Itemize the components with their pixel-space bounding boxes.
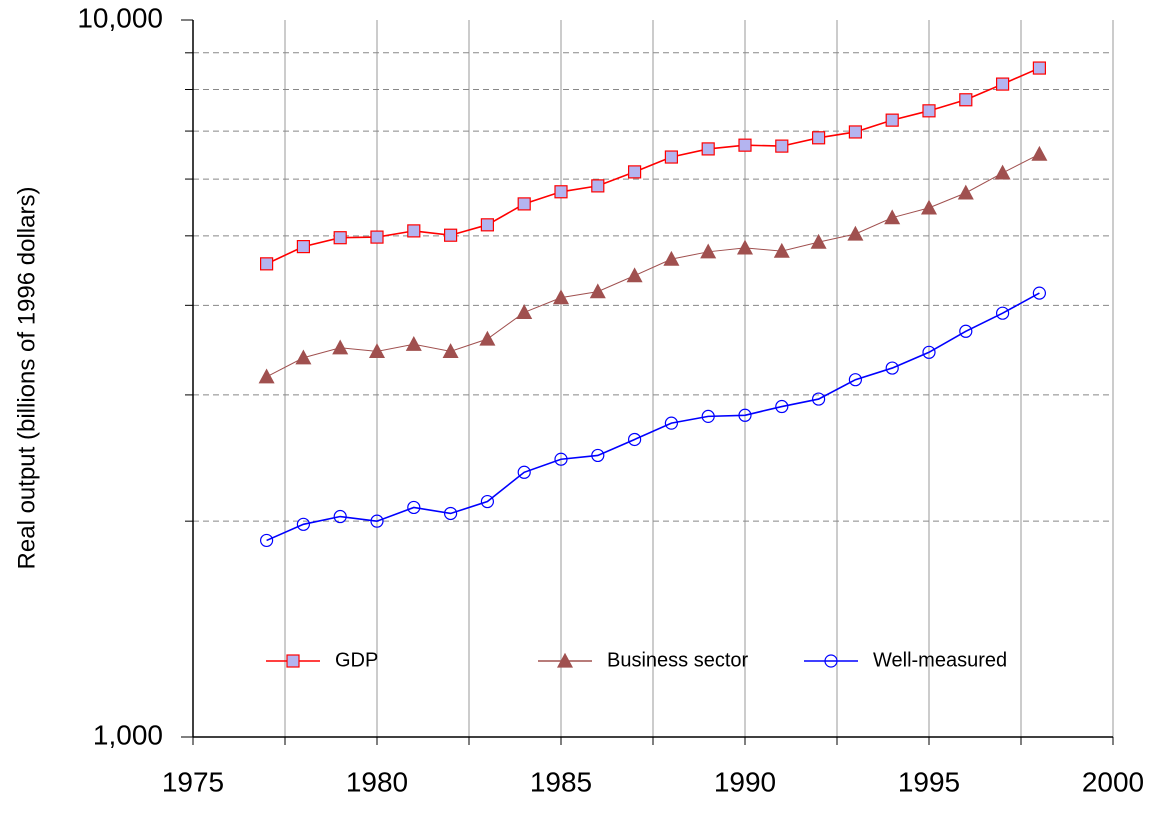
data-point (517, 465, 531, 479)
data-point (260, 533, 274, 548)
data-point (922, 104, 936, 118)
data-point (591, 448, 605, 463)
data-point (700, 243, 717, 259)
data-point (775, 139, 789, 153)
data-point (626, 267, 643, 283)
data-point (885, 113, 899, 127)
data-point (444, 506, 458, 521)
data-point (627, 165, 642, 179)
data-point (736, 239, 754, 255)
data-point (258, 368, 275, 384)
data-point (552, 289, 570, 305)
data-point (1031, 145, 1048, 161)
data-point (663, 250, 680, 266)
data-point (260, 257, 274, 271)
x-tick-label: 1975 (162, 766, 224, 797)
data-point (407, 500, 421, 515)
data-point (407, 224, 421, 238)
data-point (296, 517, 310, 531)
data-point (296, 240, 310, 254)
y-axis-label: Real output (billions of 1996 dollars) (13, 187, 40, 570)
x-tick-label: 1995 (898, 766, 960, 797)
data-point (959, 93, 973, 107)
data-point (811, 392, 826, 406)
legend-label: Business sector (607, 649, 749, 671)
data-point (922, 345, 936, 359)
series-line (266, 292, 1040, 542)
data-point (405, 335, 422, 351)
data-point (480, 218, 494, 232)
data-point (516, 304, 533, 320)
data-point (995, 77, 1010, 91)
data-point (920, 199, 938, 215)
legend-marker (556, 652, 574, 668)
data-point (773, 242, 790, 258)
legend-label: GDP (335, 649, 378, 671)
x-tick-label: 1985 (530, 766, 592, 797)
legend-marker (286, 654, 300, 668)
data-point (884, 209, 901, 225)
y-tick-label: 10,000 (77, 2, 163, 33)
data-point (957, 184, 974, 200)
series-line (266, 67, 1040, 265)
data-point (995, 306, 1010, 320)
data-point (664, 150, 679, 164)
x-tick-label: 1990 (714, 766, 776, 797)
data-point (959, 324, 973, 338)
y-tick-label: 1,000 (93, 719, 163, 750)
data-point (554, 185, 568, 199)
data-point (738, 408, 752, 422)
data-point (370, 514, 384, 528)
legend-label: Well-measured (873, 649, 1007, 671)
data-point (664, 416, 679, 430)
data-point (885, 361, 899, 375)
data-point (811, 131, 826, 145)
data-point (295, 349, 312, 365)
data-point (627, 432, 642, 447)
data-point (847, 225, 864, 241)
data-point (332, 339, 349, 355)
data-point (333, 231, 347, 245)
x-tick-label: 2000 (1082, 766, 1144, 797)
data-point (848, 125, 863, 139)
data-point (368, 343, 386, 358)
data-point (1032, 286, 1047, 300)
data-point (370, 230, 384, 244)
data-point (1032, 61, 1047, 75)
data-point (480, 494, 494, 509)
data-point (701, 142, 715, 156)
data-point (444, 228, 458, 242)
series-line (266, 153, 1040, 378)
data-point (775, 399, 789, 414)
legend-marker (824, 654, 838, 668)
data-point (701, 409, 715, 423)
data-point (738, 138, 752, 152)
data-point (591, 179, 605, 193)
data-point (517, 197, 531, 211)
data-point (333, 509, 347, 524)
data-point (848, 373, 863, 387)
x-tick-label: 1980 (346, 766, 408, 797)
data-point (442, 343, 459, 358)
data-point (554, 452, 568, 466)
data-point (810, 233, 827, 249)
data-point (994, 164, 1011, 180)
data-point (479, 330, 496, 346)
data-point (589, 283, 606, 299)
